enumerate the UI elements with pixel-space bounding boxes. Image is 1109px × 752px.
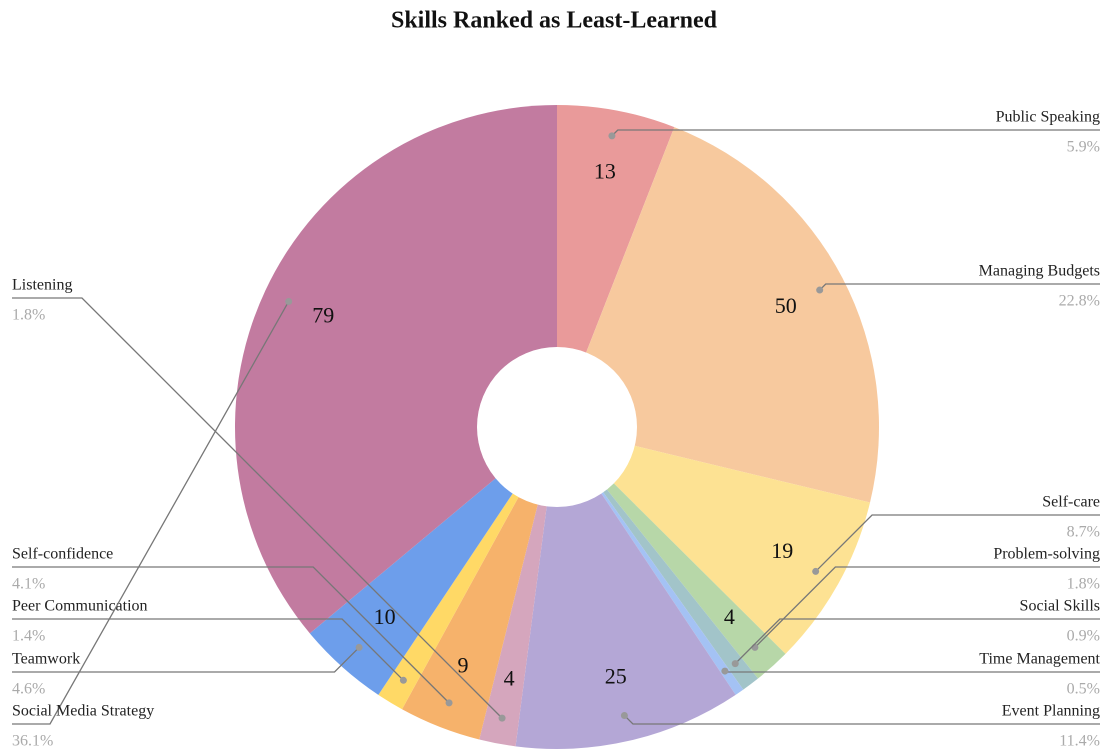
leader-line xyxy=(623,715,1100,725)
leader-line xyxy=(819,283,1100,291)
legend-label: Public Speaking xyxy=(996,109,1100,126)
leader-dot xyxy=(721,667,729,675)
donut-hole xyxy=(477,347,637,507)
percent-label: 36.1% xyxy=(12,733,53,750)
leader-dot xyxy=(812,567,820,575)
legend-label: Self-confidence xyxy=(12,546,113,563)
leader-dot xyxy=(399,676,407,684)
legend-label: Self-care xyxy=(1042,494,1100,511)
percent-label: 22.8% xyxy=(1059,293,1100,310)
percent-label: 1.8% xyxy=(1067,576,1100,593)
pie-slice xyxy=(557,427,744,695)
leader-dot xyxy=(285,297,293,305)
leader-dot xyxy=(498,714,506,722)
leader-line xyxy=(12,618,404,681)
leader-line xyxy=(724,670,1100,673)
legend-label: Problem-solving xyxy=(993,546,1100,563)
percent-label: 4.1% xyxy=(12,576,45,593)
leader-dot xyxy=(445,699,453,707)
slice-label: 50 xyxy=(775,293,797,318)
percent-label: 0.9% xyxy=(1067,628,1100,645)
pie-slice xyxy=(479,427,557,747)
slice-label: 4 xyxy=(504,666,515,691)
legend-label: Managing Budgets xyxy=(979,263,1100,280)
pie-slice xyxy=(557,105,675,427)
pie-slice xyxy=(557,427,871,654)
legend-label: Social Media Strategy xyxy=(12,703,154,720)
pie-slice xyxy=(402,427,557,740)
leader-line xyxy=(12,646,360,673)
leader-line xyxy=(12,301,290,725)
chart-title: Skills Ranked as Least-Learned xyxy=(391,8,718,34)
leader-line xyxy=(12,297,503,719)
legend-label: Teamwork xyxy=(12,651,80,668)
legend-label: Listening xyxy=(12,277,72,294)
leader-dot xyxy=(731,660,739,668)
pie-slice xyxy=(557,427,786,679)
legend-label: Event Planning xyxy=(1002,703,1100,720)
pie-slice xyxy=(235,105,557,634)
percent-label: 4.6% xyxy=(12,681,45,698)
pie-slice xyxy=(557,127,879,503)
leader-dot xyxy=(620,711,628,719)
leader-dot xyxy=(355,643,363,651)
leader-line xyxy=(754,566,1100,648)
percent-label: 8.7% xyxy=(1067,524,1100,541)
leader-line xyxy=(12,566,450,704)
legend-label: Time Management xyxy=(979,651,1100,668)
legend-label: Social Skills xyxy=(1020,598,1100,615)
leader-line xyxy=(815,514,1100,572)
leader-dot xyxy=(816,286,824,294)
leader-dot xyxy=(751,643,759,651)
slice-label: 10 xyxy=(374,604,396,629)
percent-label: 0.5% xyxy=(1067,681,1100,698)
slice-label: 19 xyxy=(771,538,793,563)
slice-label: 13 xyxy=(594,159,616,184)
slice-label: 9 xyxy=(457,652,468,677)
percent-label: 11.4% xyxy=(1059,733,1100,750)
pie-slice xyxy=(309,427,557,695)
percent-label: 1.8% xyxy=(12,307,45,324)
legend-label: Peer Communication xyxy=(12,598,148,615)
percent-label: 5.9% xyxy=(1067,139,1100,156)
slice-label: 79 xyxy=(312,303,334,328)
leader-line xyxy=(734,618,1100,665)
slice-label: 4 xyxy=(724,604,735,629)
leader-dot xyxy=(608,132,616,140)
percent-label: 1.4% xyxy=(12,628,45,645)
pie-slice xyxy=(515,427,736,749)
pie-slice xyxy=(557,427,759,690)
slice-label: 25 xyxy=(605,663,627,688)
